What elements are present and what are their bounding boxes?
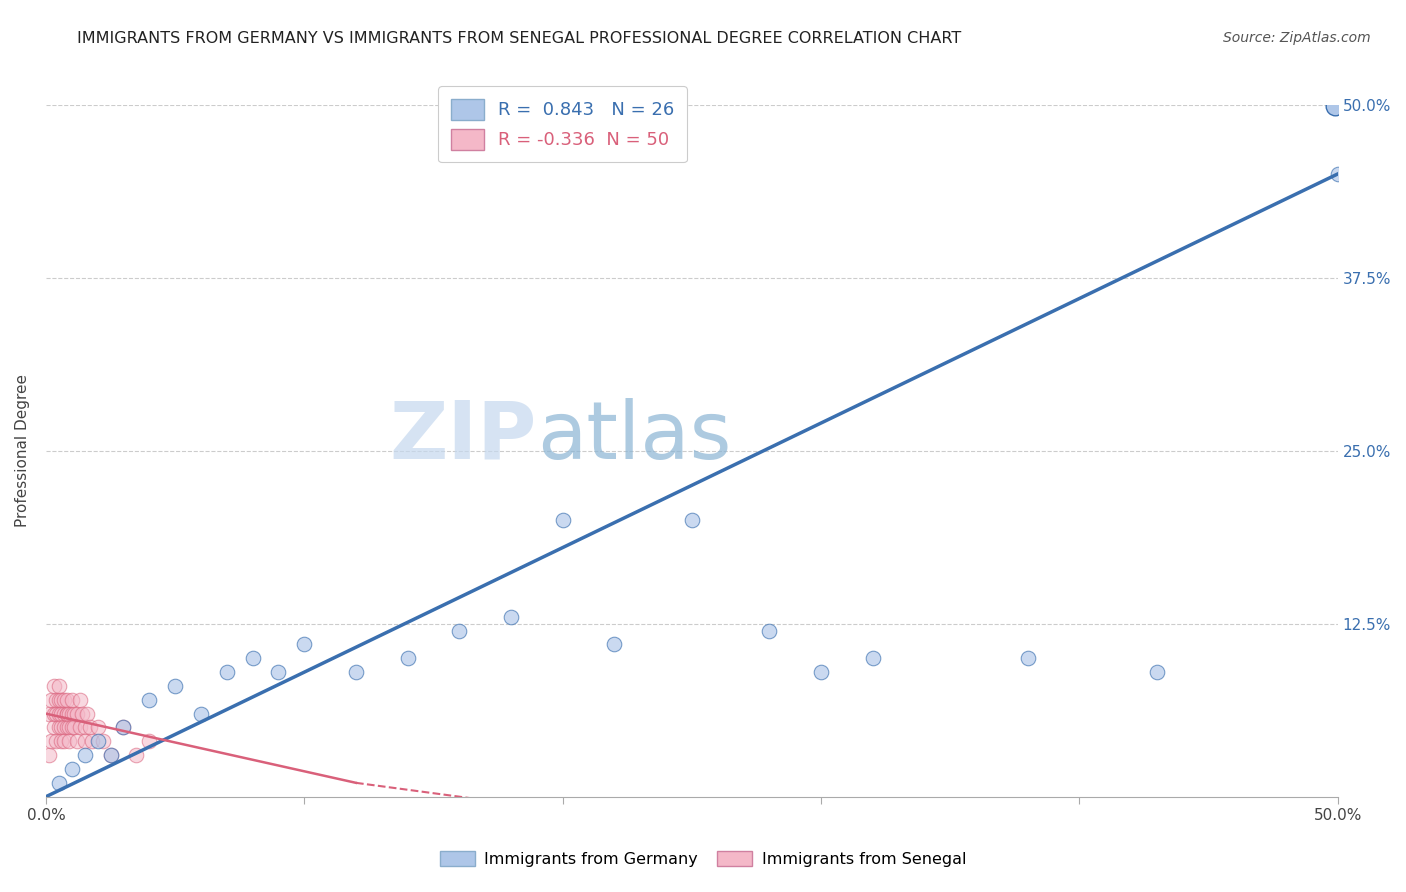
Point: [45, 734, 67, 748]
Point: [60, 693, 83, 707]
Point: [51, 721, 73, 735]
Point: [66, 734, 89, 748]
Point: [292, 637, 315, 651]
Point: [55, 706, 77, 721]
Point: [58, 721, 80, 735]
Point: [125, 748, 148, 763]
Point: [42, 679, 65, 693]
Point: [215, 665, 238, 680]
Point: [73, 721, 96, 735]
Legend: Immigrants from Germany, Immigrants from Senegal: Immigrants from Germany, Immigrants from…: [433, 845, 973, 873]
Point: [69, 693, 91, 707]
Point: [48, 776, 70, 790]
Point: [267, 665, 290, 680]
Point: [60, 762, 83, 776]
Point: [100, 748, 122, 763]
Point: [51, 693, 73, 707]
Point: [53, 693, 76, 707]
Text: ZIP: ZIP: [389, 398, 537, 476]
Point: [138, 693, 160, 707]
Point: [51, 706, 73, 721]
Point: [55, 721, 77, 735]
Point: [76, 706, 98, 721]
Point: [79, 721, 101, 735]
Point: [39, 734, 62, 748]
Point: [86, 734, 108, 748]
Point: [551, 513, 574, 527]
Point: [58, 734, 80, 748]
Text: IMMIGRANTS FROM GERMANY VS IMMIGRANTS FROM SENEGAL PROFESSIONAL DEGREE CORRELATI: IMMIGRANTS FROM GERMANY VS IMMIGRANTS FR…: [77, 31, 962, 46]
Point: [242, 651, 264, 665]
Point: [810, 665, 832, 680]
Point: [53, 721, 76, 735]
Y-axis label: Professional Degree: Professional Degree: [15, 375, 30, 527]
Point: [48, 679, 70, 693]
Point: [190, 706, 212, 721]
Point: [53, 706, 76, 721]
Point: [38, 748, 60, 763]
Point: [55, 706, 77, 721]
Point: [1017, 651, 1039, 665]
Point: [73, 748, 96, 763]
Point: [51, 734, 73, 748]
Point: [48, 706, 70, 721]
Legend: R =  0.843   N = 26, R = -0.336  N = 50: R = 0.843 N = 26, R = -0.336 N = 50: [439, 87, 688, 162]
Point: [86, 721, 108, 735]
Point: [63, 721, 86, 735]
Point: [1146, 665, 1168, 680]
Point: [60, 721, 83, 735]
Point: [165, 679, 187, 693]
Point: [396, 651, 419, 665]
Point: [91, 734, 114, 748]
Point: [53, 734, 76, 748]
Point: [1326, 167, 1348, 181]
Point: [60, 706, 83, 721]
Point: [58, 706, 80, 721]
Point: [70, 706, 93, 721]
Point: [862, 651, 884, 665]
Point: [1324, 99, 1347, 113]
Point: [66, 706, 89, 721]
Text: atlas: atlas: [537, 398, 731, 476]
Point: [42, 721, 65, 735]
Point: [55, 693, 77, 707]
Point: [82, 734, 104, 748]
Point: [758, 624, 780, 638]
Point: [42, 706, 65, 721]
Point: [39, 693, 62, 707]
Point: [112, 721, 135, 735]
Point: [45, 693, 67, 707]
Point: [45, 706, 67, 721]
Point: [499, 609, 522, 624]
Point: [38, 706, 60, 721]
Point: [69, 721, 91, 735]
Point: [681, 513, 703, 527]
Point: [48, 693, 70, 707]
Point: [100, 748, 122, 763]
Point: [138, 734, 160, 748]
Point: [603, 637, 626, 651]
Point: [73, 734, 96, 748]
Point: [449, 624, 471, 638]
Point: [112, 721, 135, 735]
Point: [48, 721, 70, 735]
Text: Source: ZipAtlas.com: Source: ZipAtlas.com: [1223, 31, 1371, 45]
Point: [344, 665, 367, 680]
Point: [63, 706, 86, 721]
